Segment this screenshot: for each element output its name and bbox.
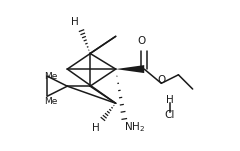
Text: H: H <box>166 95 174 105</box>
Text: Me: Me <box>44 72 58 81</box>
Text: H: H <box>71 17 78 27</box>
Text: O: O <box>157 75 165 85</box>
Text: O: O <box>137 36 145 46</box>
Text: Me: Me <box>44 97 58 106</box>
Polygon shape <box>116 65 144 73</box>
Text: NH$_2$: NH$_2$ <box>124 121 145 134</box>
Text: H: H <box>92 122 100 133</box>
Text: Cl: Cl <box>165 110 175 120</box>
